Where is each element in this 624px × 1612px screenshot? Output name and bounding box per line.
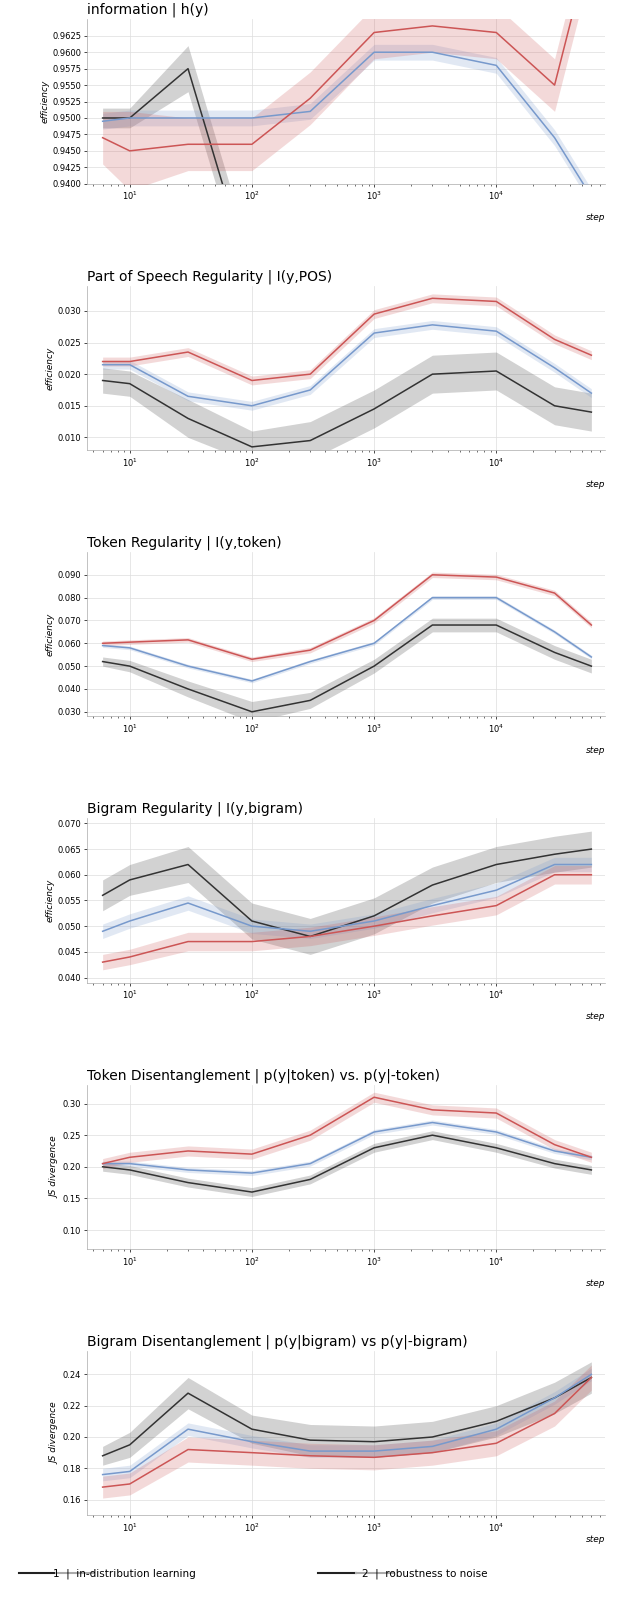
Text: step: step — [586, 746, 605, 754]
Text: step: step — [586, 1012, 605, 1022]
Text: information | h(y): information | h(y) — [87, 3, 209, 18]
Y-axis label: JS divergence: JS divergence — [51, 1136, 60, 1198]
Text: Bigram Disentanglement | p(y|bigram) vs p(y|-bigram): Bigram Disentanglement | p(y|bigram) vs … — [87, 1335, 468, 1349]
Text: Token Regularity | I(y,token): Token Regularity | I(y,token) — [87, 535, 282, 550]
Text: Token Disentanglement | p(y|token) vs. p(y|-token): Token Disentanglement | p(y|token) vs. p… — [87, 1069, 441, 1083]
Text: 2  |  robustness to noise: 2 | robustness to noise — [361, 1568, 487, 1578]
Y-axis label: efficiency: efficiency — [46, 613, 54, 656]
Text: step: step — [586, 213, 605, 222]
Y-axis label: efficiency: efficiency — [46, 879, 54, 922]
Y-axis label: efficiency: efficiency — [41, 81, 49, 123]
Text: Part of Speech Regularity | I(y,POS): Part of Speech Regularity | I(y,POS) — [87, 269, 333, 284]
Y-axis label: JS divergence: JS divergence — [51, 1402, 60, 1464]
Text: 1  |  in-distribution learning: 1 | in-distribution learning — [54, 1568, 196, 1578]
Text: step: step — [586, 480, 605, 488]
X-axis label: step: step — [586, 1535, 605, 1544]
Y-axis label: efficiency: efficiency — [46, 347, 54, 390]
Text: Bigram Regularity | I(y,bigram): Bigram Regularity | I(y,bigram) — [87, 801, 303, 816]
Text: step: step — [586, 1278, 605, 1288]
